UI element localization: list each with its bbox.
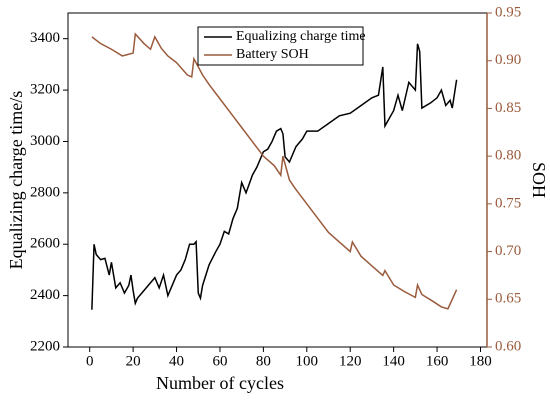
y2-tick-label: 0.60 — [495, 338, 521, 354]
x-tick-label: 140 — [382, 353, 405, 369]
y2-tick-label: 0.65 — [495, 291, 521, 307]
x-tick-label: 80 — [256, 353, 271, 369]
legend-label: Battery SOH — [236, 47, 309, 62]
x-tick-label: 20 — [126, 353, 141, 369]
y2-tick-label: 0.75 — [495, 195, 521, 211]
y2-axis-label: SOH — [529, 162, 549, 198]
legend-box — [197, 26, 364, 66]
y-tick-label: 3000 — [30, 133, 60, 149]
y2-tick-label: 0.85 — [495, 100, 521, 116]
y-tick-label: 2800 — [30, 184, 60, 200]
y2-tick-label: 0.80 — [495, 148, 521, 164]
x-tick-label: 180 — [469, 353, 492, 369]
y2-tick-label: 0.95 — [495, 4, 521, 20]
x-tick-label: 100 — [296, 353, 319, 369]
y2-tick-label: 0.70 — [495, 243, 521, 259]
y-axis-label: Equalizing charge time/s — [6, 91, 26, 270]
x-tick-label: 0 — [86, 353, 94, 369]
x-tick-label: 120 — [339, 353, 362, 369]
x-tick-label: 60 — [212, 353, 227, 369]
data-line — [91, 32, 458, 310]
y2-tick-label: 0.90 — [495, 52, 521, 68]
x-tick-label: 40 — [169, 353, 184, 369]
x-axis-label: Number of cycles — [156, 373, 284, 393]
y-tick-label: 3400 — [30, 30, 60, 46]
y-tick-label: 3200 — [30, 82, 60, 98]
y-tick-label: 2600 — [30, 236, 60, 252]
data-line — [91, 43, 458, 310]
legend-label: Equalizing charge time — [236, 29, 366, 44]
y-tick-label: 2200 — [30, 338, 60, 354]
x-tick-label: 160 — [426, 353, 449, 369]
y-tick-label: 2400 — [30, 287, 60, 303]
